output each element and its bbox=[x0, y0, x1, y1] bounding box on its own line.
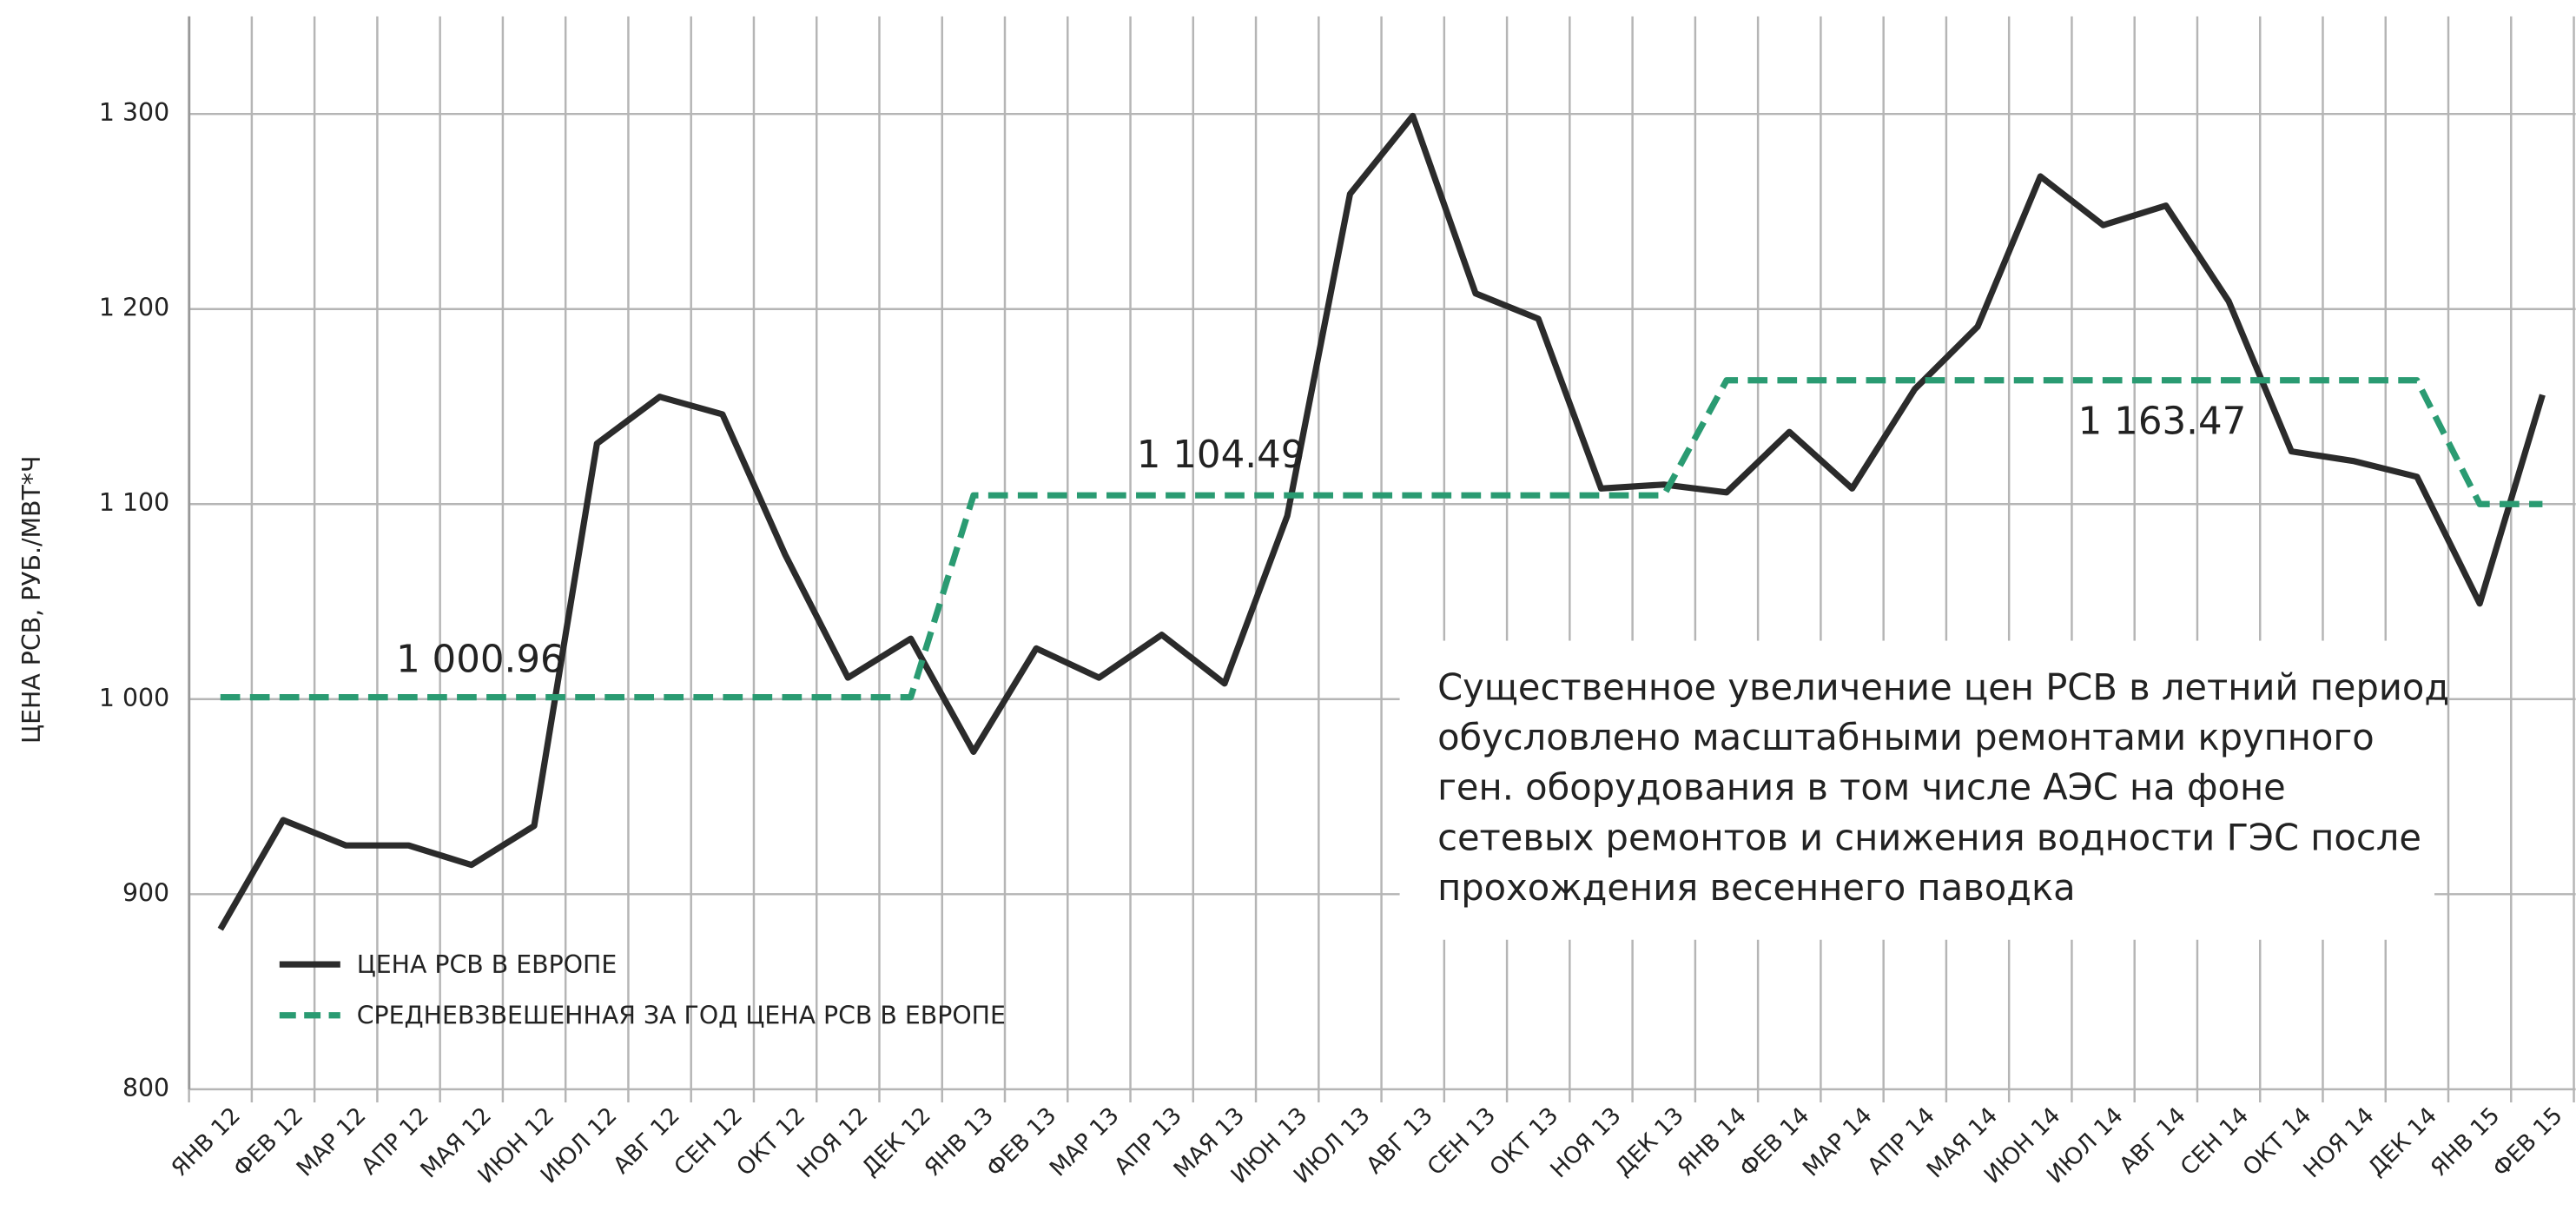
legend-label: СРЕДНЕВЗВЕШЕННАЯ ЗА ГОД ЦЕНА РСВ В ЕВРОП… bbox=[357, 1002, 1006, 1030]
legend-label: ЦЕНА РСВ В ЕВРОПЕ bbox=[357, 950, 618, 979]
note-text: Существенное увеличение цен РСВ в летний… bbox=[1437, 665, 2449, 708]
series-line bbox=[217, 112, 2546, 931]
note-text: сетевых ремонтов и снижения водности ГЭС… bbox=[1437, 816, 2421, 858]
note-text: ген. оборудования в том числе АЭС на фон… bbox=[1437, 766, 2286, 809]
note-box bbox=[1399, 640, 2435, 940]
x-tick-label: ФЕВ 15 bbox=[2487, 1102, 2567, 1182]
annotation: 1 163.47 bbox=[2078, 400, 2247, 444]
x-tick-label: ФЕВ 14 bbox=[1734, 1102, 1814, 1182]
x-tick-label: ФЕВ 13 bbox=[981, 1102, 1061, 1182]
x-tick-label: СЕН 14 bbox=[2176, 1102, 2255, 1181]
x-tick-label: АВГ 13 bbox=[1361, 1102, 1438, 1180]
y-tick-label: 800 bbox=[122, 1074, 169, 1102]
x-tick-label: СЕН 13 bbox=[1422, 1102, 1501, 1181]
y-tick-label: 1 100 bbox=[99, 488, 169, 517]
y-tick-label: 1 200 bbox=[99, 294, 169, 322]
note-text: обусловлено масштабными ремонтами крупно… bbox=[1437, 716, 2375, 758]
x-tick-label: ДЕК 12 bbox=[856, 1102, 935, 1181]
x-tick-label: АВГ 14 bbox=[2114, 1102, 2191, 1180]
series-line bbox=[220, 377, 2543, 701]
y-axis-label: ЦЕНА РСВ, РУБ./МВТ*Ч bbox=[17, 456, 46, 744]
note-text: прохождения весеннего паводка bbox=[1437, 866, 2075, 909]
x-tick-label: ФЕВ 12 bbox=[228, 1102, 308, 1182]
y-tick-label: 1 300 bbox=[99, 98, 169, 127]
x-tick-label: СЕН 12 bbox=[669, 1102, 748, 1181]
x-tick-label: МАР 14 bbox=[1798, 1102, 1878, 1182]
y-tick-label: 1 000 bbox=[99, 684, 169, 712]
x-tick-label: АВГ 12 bbox=[608, 1102, 685, 1180]
x-tick-label: МАР 13 bbox=[1045, 1102, 1125, 1182]
x-tick-label: ДЕК 14 bbox=[2363, 1102, 2442, 1181]
annotation: 1 104.49 bbox=[1137, 433, 1305, 477]
x-tick-label: ДЕК 13 bbox=[1609, 1102, 1688, 1181]
y-tick-label: 900 bbox=[122, 878, 169, 907]
x-tick-label: МАР 12 bbox=[292, 1102, 372, 1182]
annotation: 1 000.96 bbox=[396, 639, 565, 682]
